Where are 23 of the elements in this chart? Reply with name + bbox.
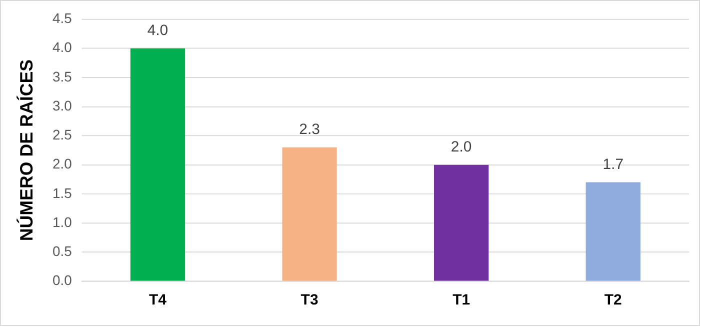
bar [130,48,186,281]
bar [586,182,640,281]
bar [282,147,337,281]
y-tick-label: 1.5 [52,184,72,201]
y-axis-title: NÚMERO DE RAÍCES [16,59,37,242]
data-label: 4.0 [147,22,168,40]
bar [434,164,489,281]
y-tick-label: 4.5 [52,10,72,26]
y-tick-label: 2.0 [52,156,72,172]
x-tick-label: T2 [604,291,622,308]
data-label: 2.3 [299,121,320,138]
x-tick-label: T4 [149,291,168,308]
y-tick-label: 2.5 [52,126,72,143]
y-tick-label: 4.0 [52,39,72,56]
y-tick-label: 3.0 [52,97,72,114]
data-label: 2.0 [450,138,472,156]
y-tick-label: 0.5 [52,243,72,259]
x-tick-label: T1 [452,291,470,308]
data-label: 1.7 [602,156,624,174]
y-tick-label: 1.0 [52,214,72,230]
x-tick-label: T3 [300,291,318,308]
y-tick-label: 0.0 [52,272,72,288]
y-tick-label: 3.5 [52,68,72,84]
